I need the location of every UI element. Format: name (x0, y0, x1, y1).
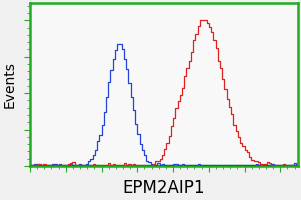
Y-axis label: Events: Events (3, 61, 17, 108)
X-axis label: EPM2AIP1: EPM2AIP1 (123, 179, 205, 197)
